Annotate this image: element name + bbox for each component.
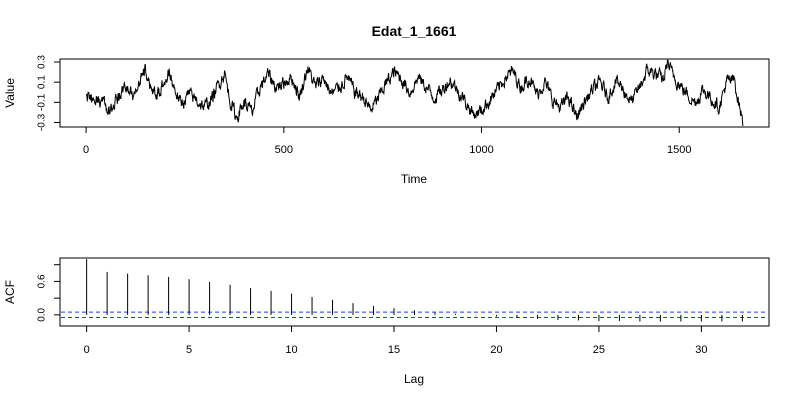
time-series-x-axis: 0 500 1000 1500 [83,127,691,156]
acf-y-tick-label: 0.0 [37,307,48,321]
time-series-y-tick-label: 0.1 [37,75,48,89]
time-series-y-label: Value [3,78,17,108]
acf-x-tick-label: 20 [490,344,502,356]
time-series-x-label: Time [401,172,428,186]
time-series-x-tick-label: 500 [275,144,293,156]
acf-y-tick-label: 0.6 [37,274,48,288]
acf-x-tick-label: 0 [84,344,90,356]
acf-x-tick-label: 10 [285,344,297,356]
acf-plot-frame [59,257,770,327]
time-series-x-tick-label: 0 [83,144,89,156]
time-series-y-tick-label: 0.3 [37,55,48,69]
acf-x-tick-label: 15 [388,344,400,356]
time-series-y-tick-label: -0.1 [37,93,48,111]
acf-y-axis: 0.0 0.6 [37,264,60,322]
time-series-y-tick-label: -0.3 [37,113,48,131]
time-series-plot-frame [59,58,770,128]
acf-x-tick-label: 30 [695,344,707,356]
acf-x-tick-label: 5 [186,344,192,356]
acf-y-label: ACF [3,280,17,304]
time-series-line [85,59,744,127]
time-series-x-tick-label: 1500 [667,144,691,156]
acf-bars [86,259,743,322]
time-series-panel: 0 500 1000 1500 -0.3 -0.1 0.1 0.3 Time Value [3,55,770,186]
time-series-y-axis: -0.3 -0.1 0.1 0.3 [37,55,60,131]
acf-panel: 0 5 10 15 20 25 30 0.0 0.6 Lag ACF [3,257,770,386]
acf-x-label: Lag [404,372,424,386]
acf-x-axis: 0 5 10 15 20 25 30 [84,326,708,356]
time-series-x-tick-label: 1000 [469,144,493,156]
figure-title: Edat_1_1661 [372,23,457,39]
acf-x-tick-label: 25 [593,344,605,356]
